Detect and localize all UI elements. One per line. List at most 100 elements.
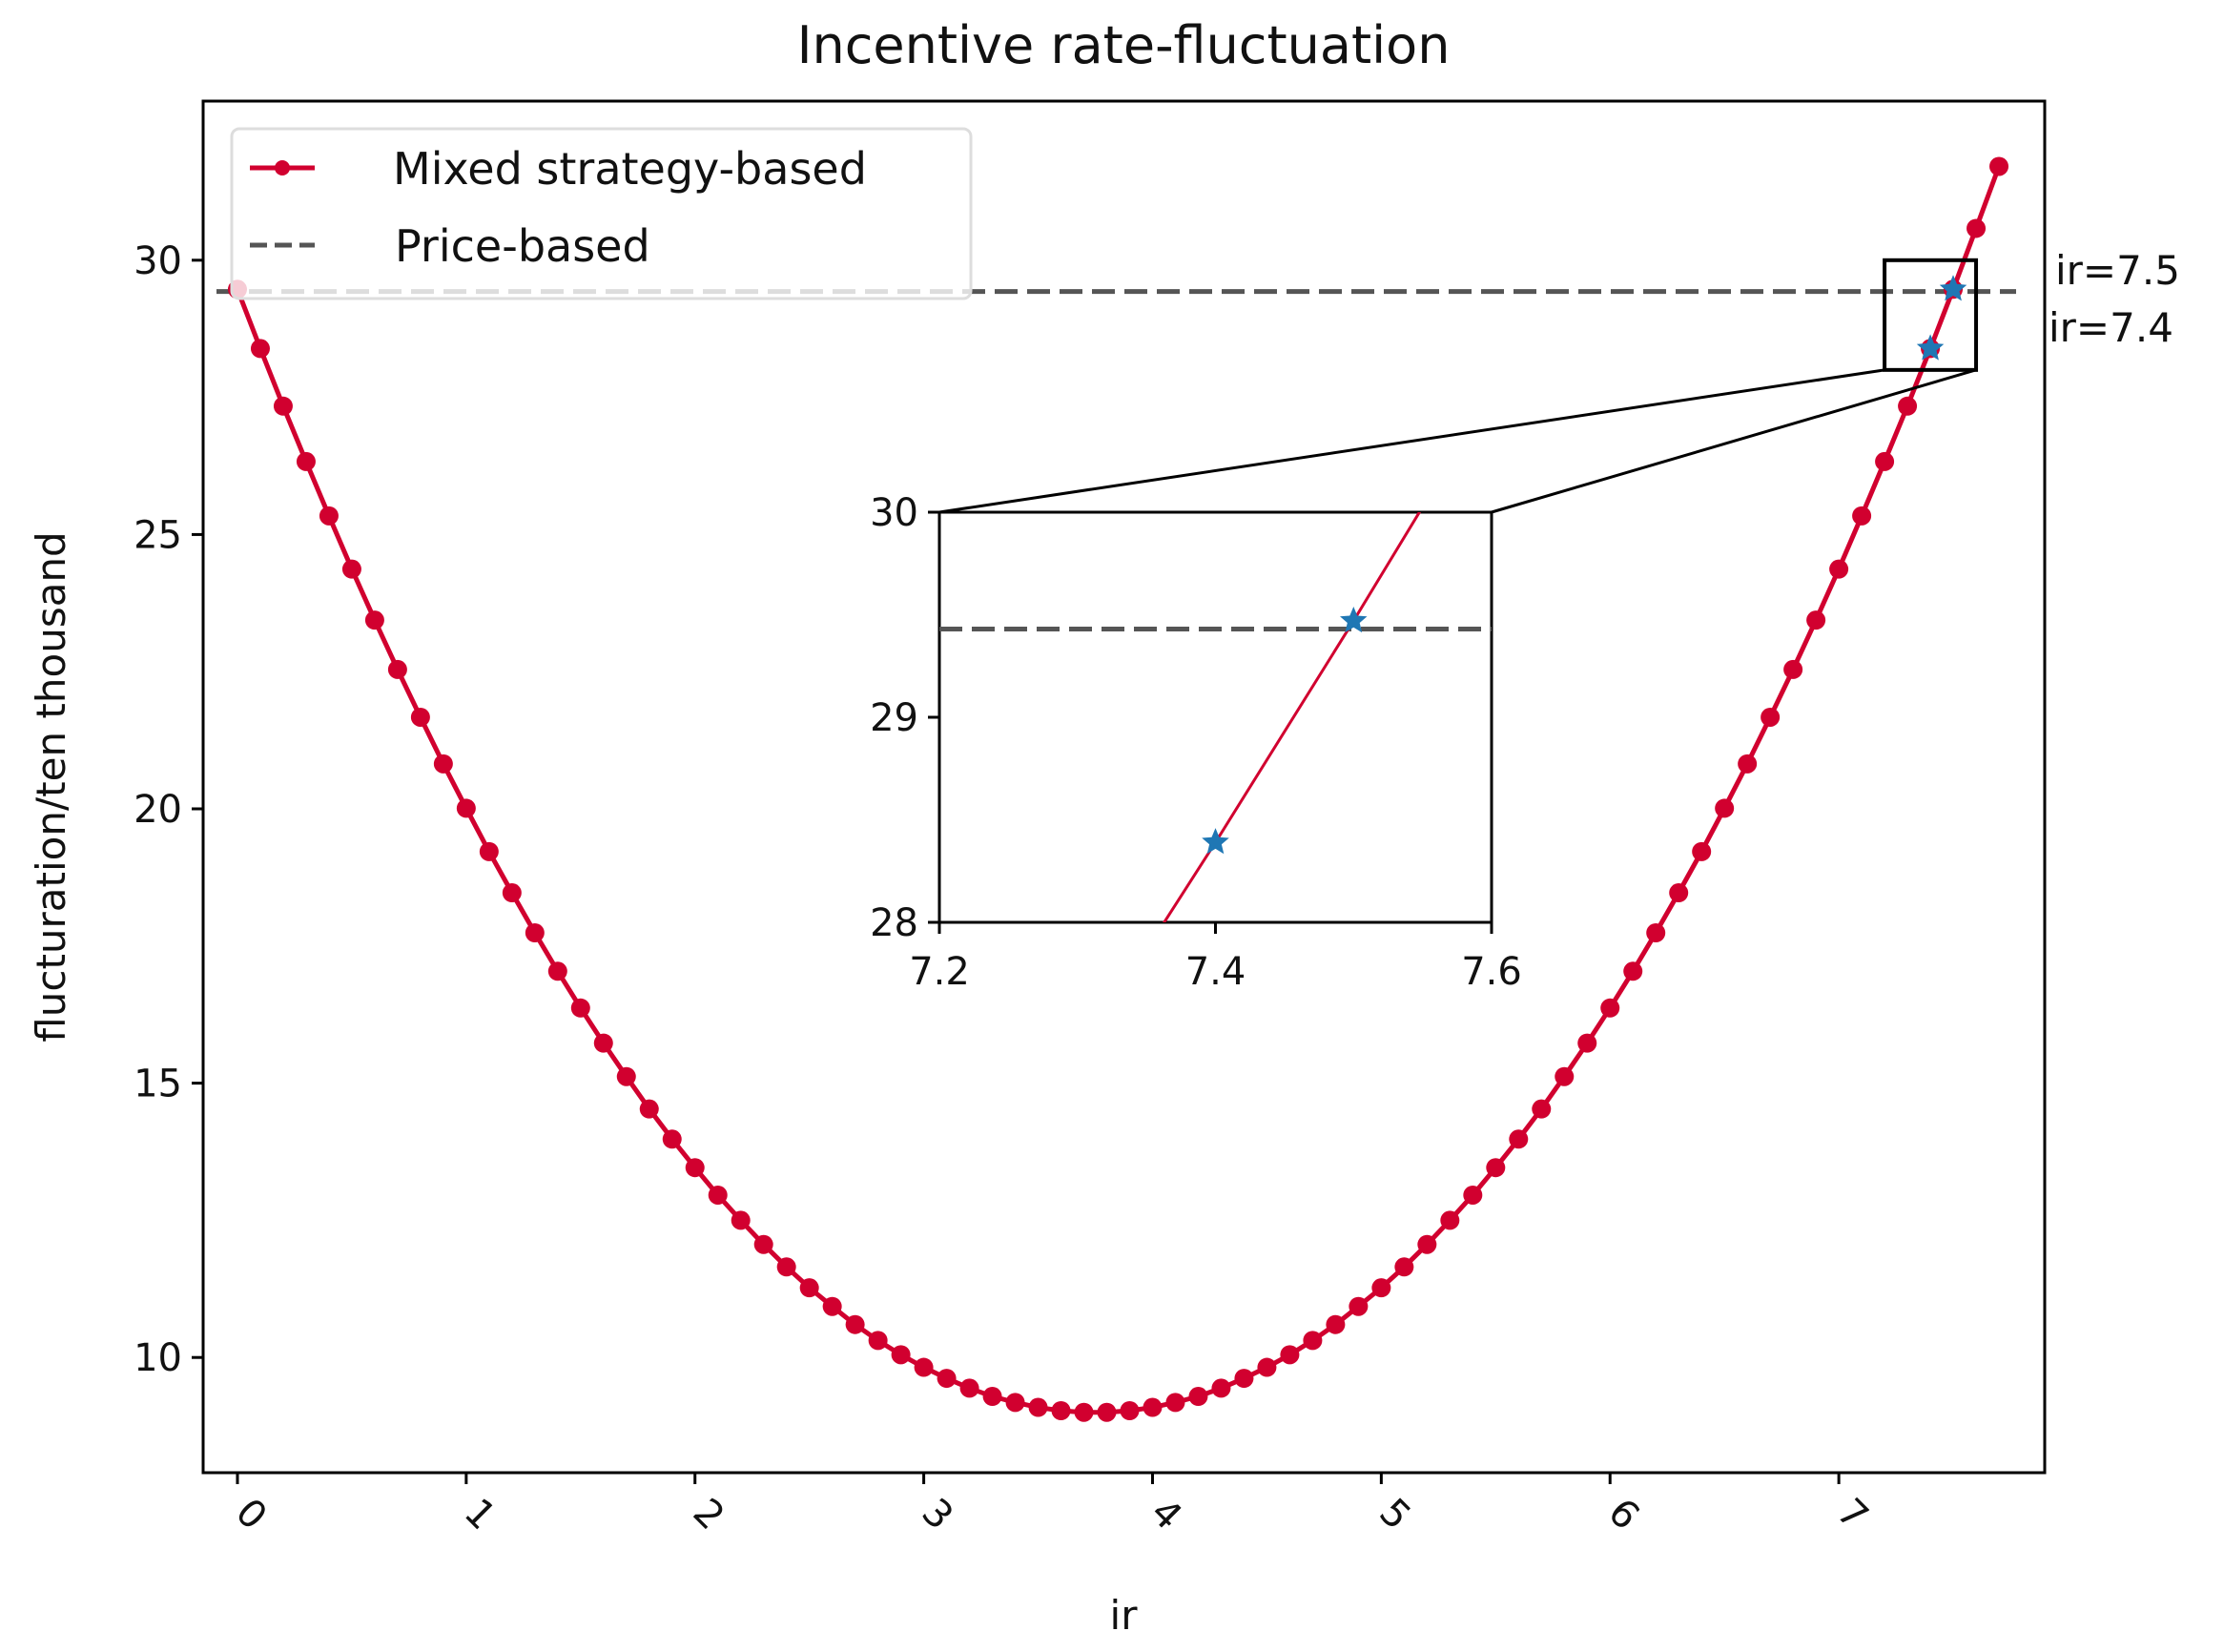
mixed-strategy-point (1761, 707, 1781, 727)
mixed-strategy-point (639, 1099, 659, 1119)
mixed-strategy-point (1188, 1387, 1208, 1407)
mixed-strategy-point (1326, 1314, 1346, 1334)
mixed-strategy-point (1532, 1099, 1552, 1119)
mixed-strategy-point (1715, 798, 1735, 818)
legend-mixed-label: Mixed strategy-based (393, 143, 867, 195)
legend-price-label: Price-based (395, 220, 650, 272)
mixed-strategy-point (822, 1296, 842, 1316)
mixed-strategy-point (387, 659, 407, 679)
y-tick-label: 10 (134, 1336, 182, 1380)
mixed-strategy-point (937, 1369, 957, 1389)
mixed-strategy-point (1303, 1331, 1323, 1351)
mixed-strategy-point (731, 1210, 751, 1230)
mixed-strategy-point (1165, 1393, 1185, 1413)
inset-highlight-star (1340, 607, 1368, 633)
mixed-strategy-point (616, 1066, 636, 1086)
mixed-strategy-point (1417, 1234, 1437, 1254)
mixed-strategy-point (1829, 559, 1849, 579)
inset-y-tick-label: 30 (870, 491, 918, 535)
mixed-strategy-point (250, 339, 270, 359)
mixed-strategy-point (1600, 998, 1620, 1018)
inset-highlight-star (1202, 828, 1229, 855)
x-tick-label: 7 (1828, 1491, 1877, 1539)
mixed-strategy-point (410, 707, 430, 727)
mixed-strategy-point (502, 883, 522, 903)
mixed-strategy-point (1074, 1402, 1094, 1422)
y-tick-label: 20 (134, 788, 182, 832)
mixed-strategy-point (479, 841, 499, 861)
mixed-strategy-point (662, 1129, 682, 1149)
mixed-strategy-point (1486, 1158, 1506, 1178)
inset-frame (937, 510, 1493, 924)
mixed-strategy-point (1875, 451, 1895, 471)
inset-x-tick-label: 7.4 (1185, 950, 1246, 994)
mixed-strategy-point (296, 451, 316, 471)
mixed-strategy-point (1371, 1278, 1391, 1298)
mixed-strategy-point (1577, 1033, 1597, 1053)
mixed-strategy-point (959, 1378, 979, 1398)
x-tick-label: 6 (1599, 1491, 1648, 1539)
mixed-strategy-point (753, 1234, 773, 1254)
mixed-strategy-point (776, 1257, 796, 1277)
legend-box (230, 127, 973, 300)
mixed-strategy-point (1257, 1357, 1277, 1377)
mixed-strategy-point (273, 396, 293, 416)
annotation-ir-7-4: ir=7.4 (2049, 304, 2173, 351)
mixed-strategy-point (1394, 1257, 1414, 1277)
x-tick-label: 4 (1142, 1491, 1190, 1539)
mixed-strategy-point (1646, 923, 1666, 943)
y-tick-label: 15 (134, 1063, 182, 1106)
inset-plot-area (939, 512, 1492, 922)
mixed-strategy-point (1280, 1345, 1300, 1365)
zoom-connector (1491, 368, 1977, 514)
y-axis-label: flucturation/ten thousand (28, 531, 74, 1042)
zoom-region-box (1883, 258, 1979, 372)
mixed-strategy-point (547, 961, 567, 981)
mixed-strategy-point (456, 798, 476, 818)
mixed-strategy-point (845, 1314, 865, 1334)
x-tick-label: 2 (685, 1491, 733, 1539)
mixed-strategy-point (1555, 1066, 1575, 1086)
mixed-strategy-point (1005, 1393, 1025, 1413)
plot-frame (201, 99, 2047, 1475)
mixed-strategy-point (1211, 1378, 1231, 1398)
x-tick-label: 0 (227, 1491, 276, 1539)
mixed-strategy-point (685, 1158, 705, 1178)
mixed-strategy-point (891, 1345, 911, 1365)
y-tick-label: 25 (134, 513, 182, 557)
mixed-strategy-point (1463, 1185, 1483, 1205)
mixed-strategy-point (341, 559, 361, 579)
mixed-strategy-point (1143, 1397, 1163, 1417)
mixed-strategy-point (570, 998, 590, 1018)
inset-x-tick-label: 7.2 (909, 950, 970, 994)
mixed-strategy-point (1028, 1397, 1048, 1417)
inset-x-tick-label: 7.6 (1461, 950, 1522, 994)
inset-y-tick-label: 28 (870, 901, 918, 945)
mixed-strategy-point (319, 506, 339, 526)
mixed-strategy-point (1623, 961, 1643, 981)
chart-title: Incentive rate-fluctuation (797, 15, 1451, 75)
mixed-strategy-point (799, 1278, 819, 1298)
x-tick-label: 3 (914, 1491, 962, 1539)
mixed-strategy-point (1852, 506, 1872, 526)
mixed-strategy-point (1806, 610, 1826, 630)
mixed-strategy-point (868, 1331, 888, 1351)
mixed-strategy-point (593, 1033, 613, 1053)
x-axis-label: ir (1110, 1592, 1139, 1639)
y-tick-label: 30 (134, 239, 182, 283)
inset-y-tick-label: 29 (870, 696, 918, 740)
mixed-strategy-point (1738, 754, 1758, 774)
mixed-strategy-point (1898, 396, 1918, 416)
mixed-strategy-point (982, 1387, 1002, 1407)
mixed-strategy-point (364, 610, 384, 630)
mixed-strategy-point (1669, 883, 1689, 903)
mixed-strategy-point (1051, 1401, 1071, 1421)
mixed-strategy-point (1989, 156, 2009, 176)
legend-mixed-marker (275, 160, 290, 176)
mixed-strategy-point (914, 1357, 934, 1377)
zoom-connector (938, 368, 1885, 514)
mixed-strategy-point (1692, 841, 1712, 861)
x-tick-label: 1 (456, 1491, 505, 1539)
highlight-star (1916, 334, 1945, 361)
